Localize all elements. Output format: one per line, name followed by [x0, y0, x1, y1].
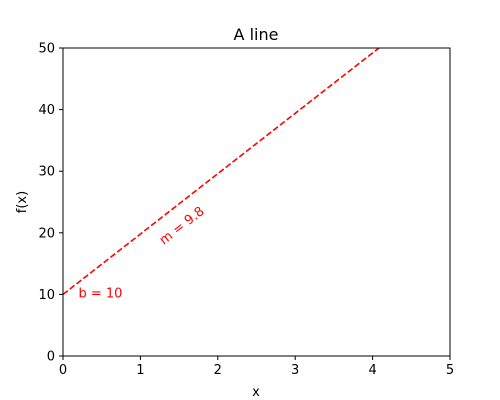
series-line-0 — [63, 48, 381, 296]
y-tick-label: 40 — [38, 103, 55, 118]
plot-frame — [62, 47, 451, 357]
y-tick-label: 20 — [38, 226, 55, 241]
x-tick-label: 1 — [136, 363, 144, 378]
y-axis-label: f(x) — [15, 191, 30, 213]
annotation-label: b = 10 — [78, 286, 122, 301]
x-tick-label: 4 — [368, 363, 376, 378]
x-axis-label: x — [252, 385, 260, 400]
x-tick-label: 2 — [214, 363, 222, 378]
x-tick-label: 5 — [446, 363, 454, 378]
y-tick-label: 30 — [38, 165, 55, 180]
annotation-label: m = 9.8 — [157, 204, 208, 248]
x-tick-label: 3 — [291, 363, 299, 378]
y-tick-label: 0 — [47, 350, 55, 365]
y-tick-label: 10 — [38, 288, 55, 303]
y-tick-label: 50 — [38, 42, 55, 57]
x-tick-label: 0 — [59, 363, 67, 378]
chart-title: A line — [234, 25, 279, 44]
